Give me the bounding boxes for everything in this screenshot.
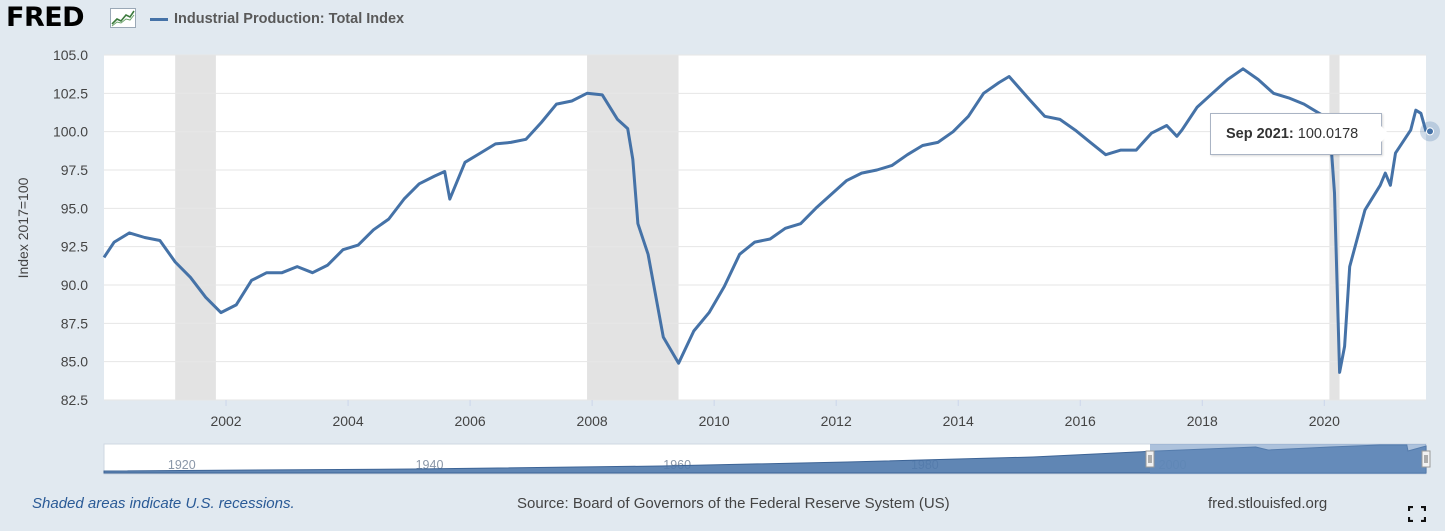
x-tick-label: 2018 [1187,413,1218,429]
y-tick-label: 95.0 [61,200,88,216]
y-tick-label: 105.0 [53,47,88,63]
chart-legend[interactable]: Industrial Production: Total Index [150,10,404,28]
chart-header: FRED Industrial Production: Total Index [0,0,1445,40]
navigator-right-handle[interactable] [1421,450,1431,468]
x-tick-label: 2016 [1065,413,1096,429]
y-tick-label: 82.5 [61,392,88,408]
legend-series-label: Industrial Production: Total Index [174,11,405,27]
y-axis-label: Index 2017=100 [15,177,31,278]
recession-note: Shaded areas indicate U.S. recessions. [32,495,295,512]
x-tick-label: 2020 [1309,413,1340,429]
x-tick-label: 2014 [943,413,974,429]
y-tick-label: 85.0 [61,354,88,370]
navigator-selection[interactable] [1150,444,1426,474]
x-tick-label: 2010 [699,413,730,429]
y-tick-label: 100.0 [53,124,88,140]
y-tick-label: 87.5 [61,315,88,331]
series-line [102,67,1428,374]
tooltip-value: 100.0178 [1297,126,1359,142]
y-tick-label: 92.5 [61,239,88,255]
fred-logo[interactable]: FRED [6,2,85,33]
x-tick-label: 2012 [821,413,852,429]
site-link[interactable]: fred.stlouisfed.org [1208,495,1328,512]
navigator-label: 1920 [168,458,196,472]
y-tick-label: 102.5 [53,85,88,101]
range-navigator[interactable]: 19201940196019802000 [103,443,1431,475]
tooltip-date: Sep 2021: [1226,126,1294,142]
fullscreen-icon[interactable] [1408,506,1426,522]
x-tick-label: 2002 [210,413,241,429]
recession-band [175,55,216,400]
legend-swatch [150,17,168,21]
x-tick-label: 2008 [577,413,608,429]
data-tooltip: Sep 2021: 100.0178 [1210,113,1382,155]
x-tick-label: 2004 [332,413,363,429]
recession-band [587,55,679,400]
source-credit: Source: Board of Governors of the Federa… [517,495,950,512]
tooltip-arrow [1381,126,1389,142]
data-point-marker [1426,127,1434,136]
plot-area [104,55,1426,400]
x-tick-label: 2006 [455,413,486,429]
y-tick-label: 97.5 [61,162,88,178]
navigator-left-handle[interactable] [1145,450,1155,468]
y-tick-label: 90.0 [61,277,88,293]
fred-logo-chart-icon [110,8,136,28]
